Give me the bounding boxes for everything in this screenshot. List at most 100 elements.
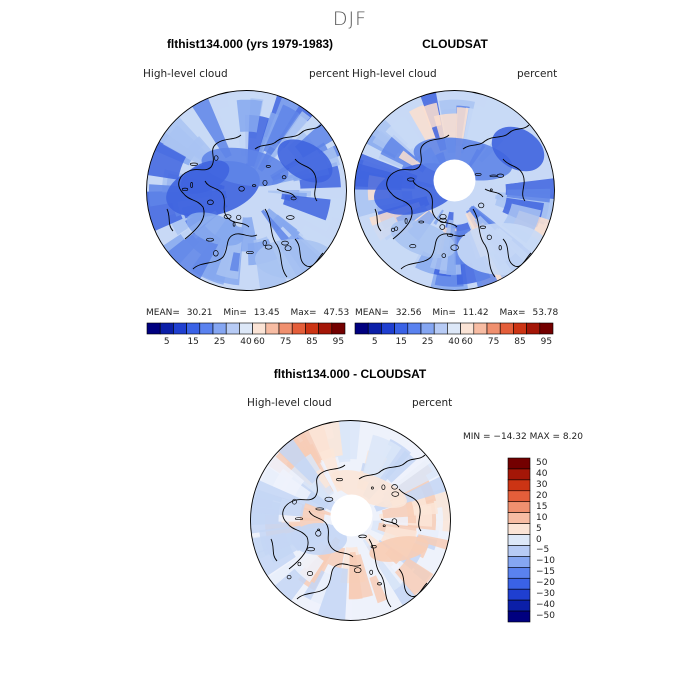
colorbar-tick-label: 50 [536, 457, 548, 468]
colorbar-tick-label: 15 [187, 337, 199, 347]
colorbar-tick-label: −40 [536, 600, 555, 611]
panel3-units-label: percent [412, 397, 453, 409]
panel2-variable-label: High-level cloud [352, 68, 437, 80]
colorbar-swatch [473, 322, 488, 335]
colorbar-swatch [507, 610, 531, 623]
colorbar-swatch [186, 322, 201, 335]
colorbar-tick-label: 85 [514, 337, 526, 347]
colorbar-swatch [513, 322, 527, 335]
colorbar-swatch [173, 322, 187, 335]
colorbar-swatch [252, 322, 267, 335]
panel1-units-label: percent [309, 68, 350, 80]
colorbar-tick-label: 30 [536, 479, 548, 490]
colorbar-swatch [433, 322, 448, 335]
figure-title: DJF [332, 8, 368, 30]
colorbar-swatch [318, 322, 333, 335]
colorbar-swatch [394, 322, 409, 335]
colorbar-swatch [526, 322, 541, 335]
panel3-colorbar [507, 457, 531, 623]
colorbar-tick-label: 5 [371, 337, 378, 347]
panel1-variable-label: High-level cloud [143, 68, 228, 80]
colorbar-swatch [486, 322, 501, 335]
colorbar-tick-label: 40 [240, 337, 252, 347]
colorbar-swatch [507, 512, 531, 524]
panel2-max-label: Max= [499, 308, 526, 318]
colorbar-swatch [507, 599, 531, 612]
colorbar-tick-label: 75 [279, 337, 292, 347]
colorbar-swatch [507, 588, 531, 601]
colorbar-tick-label: −50 [536, 611, 555, 622]
colorbar-swatch [507, 545, 531, 557]
panel1-title: flthist134.000 (yrs 1979-1983) [166, 37, 334, 51]
colorbar-tick-label: 10 [536, 512, 548, 523]
colorbar-swatch [199, 322, 214, 335]
panel1-stats: MEAN= 30.21 Min= 13.45 Max= 47.53 [146, 308, 349, 318]
panel2-title: CLOUDSAT [422, 37, 488, 51]
colorbar-swatch [354, 322, 369, 335]
panel2-mean-value: 32.56 [395, 308, 422, 318]
colorbar-tick-label: 40 [448, 337, 460, 347]
panel3-polar-map [250, 420, 451, 621]
panel2-max-value: 53.78 [532, 308, 559, 318]
panel3-variable-label: High-level cloud [247, 397, 332, 409]
colorbar-tick-label: 15 [536, 501, 548, 512]
colorbar-tick-label: 5 [163, 337, 170, 347]
panel2-stats: MEAN= 32.56 Min= 11.42 Max= 53.78 [355, 308, 558, 318]
colorbar-swatch [278, 322, 293, 335]
panel1-mean-label: MEAN= [146, 308, 180, 318]
colorbar-swatch [420, 322, 435, 335]
colorbar-tick-label: 20 [536, 490, 548, 501]
colorbar-swatch [507, 523, 531, 535]
panel2-min-label: Min= [432, 308, 456, 318]
colorbar-swatch [212, 322, 227, 335]
panel3-minmax: MIN = −14.32 MAX = 8.20 [463, 432, 583, 442]
colorbar-swatch [507, 534, 531, 546]
colorbar-swatch [447, 322, 461, 335]
colorbar-tick-label: −10 [536, 556, 555, 567]
colorbar-swatch [239, 322, 253, 335]
colorbar-tick-label: 5 [536, 523, 542, 534]
colorbar-tick-label: 15 [395, 337, 407, 347]
colorbar-swatch [507, 577, 531, 590]
colorbar-swatch [159, 322, 174, 335]
colorbar-tick-label: 95 [332, 337, 345, 347]
colorbar-swatch [507, 468, 531, 481]
colorbar-tick-label: 75 [487, 337, 500, 347]
panel1-max-value: 47.53 [323, 308, 350, 318]
panel3-title: flthist134.000 - CLOUDSAT [273, 367, 427, 381]
colorbar-swatch [407, 322, 422, 335]
panel1-colorbar [146, 322, 346, 335]
colorbar-tick-label: −15 [536, 567, 555, 578]
panel2-mean-label: MEAN= [355, 308, 389, 318]
colorbar-swatch [507, 556, 531, 568]
colorbar-tick-label: 40 [536, 468, 548, 479]
colorbar-swatch [367, 322, 382, 335]
colorbar-tick-label: −30 [536, 589, 555, 600]
colorbar-swatch [291, 322, 306, 335]
colorbar-tick-label: −5 [536, 545, 550, 556]
colorbar-tick-label: 25 [421, 337, 434, 347]
panel1-polar-map [146, 90, 347, 291]
colorbar-tick-label: 85 [306, 337, 318, 347]
colorbar-swatch [507, 457, 531, 470]
colorbar-swatch [305, 322, 319, 335]
colorbar-swatch [331, 322, 346, 335]
panel1-min-label: Min= [223, 308, 247, 318]
panel2-min-value: 11.42 [462, 308, 489, 318]
colorbar-swatch [507, 479, 531, 492]
colorbar-tick-label: 0 [536, 534, 542, 545]
colorbar-tick-label: 60 [253, 337, 265, 347]
colorbar-swatch [460, 322, 475, 335]
colorbar-tick-label: 25 [213, 337, 226, 347]
colorbar-tick-label: 95 [540, 337, 553, 347]
panel2-polar-map [354, 90, 555, 291]
panel1-mean-value: 30.21 [186, 308, 213, 318]
colorbar-tick-label: 60 [461, 337, 473, 347]
panel2-units-label: percent [517, 68, 558, 80]
colorbar-swatch [225, 322, 240, 335]
colorbar-swatch [507, 567, 531, 579]
colorbar-swatch [499, 322, 514, 335]
panel1-max-label: Max= [290, 308, 317, 318]
colorbar-swatch [539, 322, 554, 335]
panel1-min-value: 13.45 [253, 308, 280, 318]
